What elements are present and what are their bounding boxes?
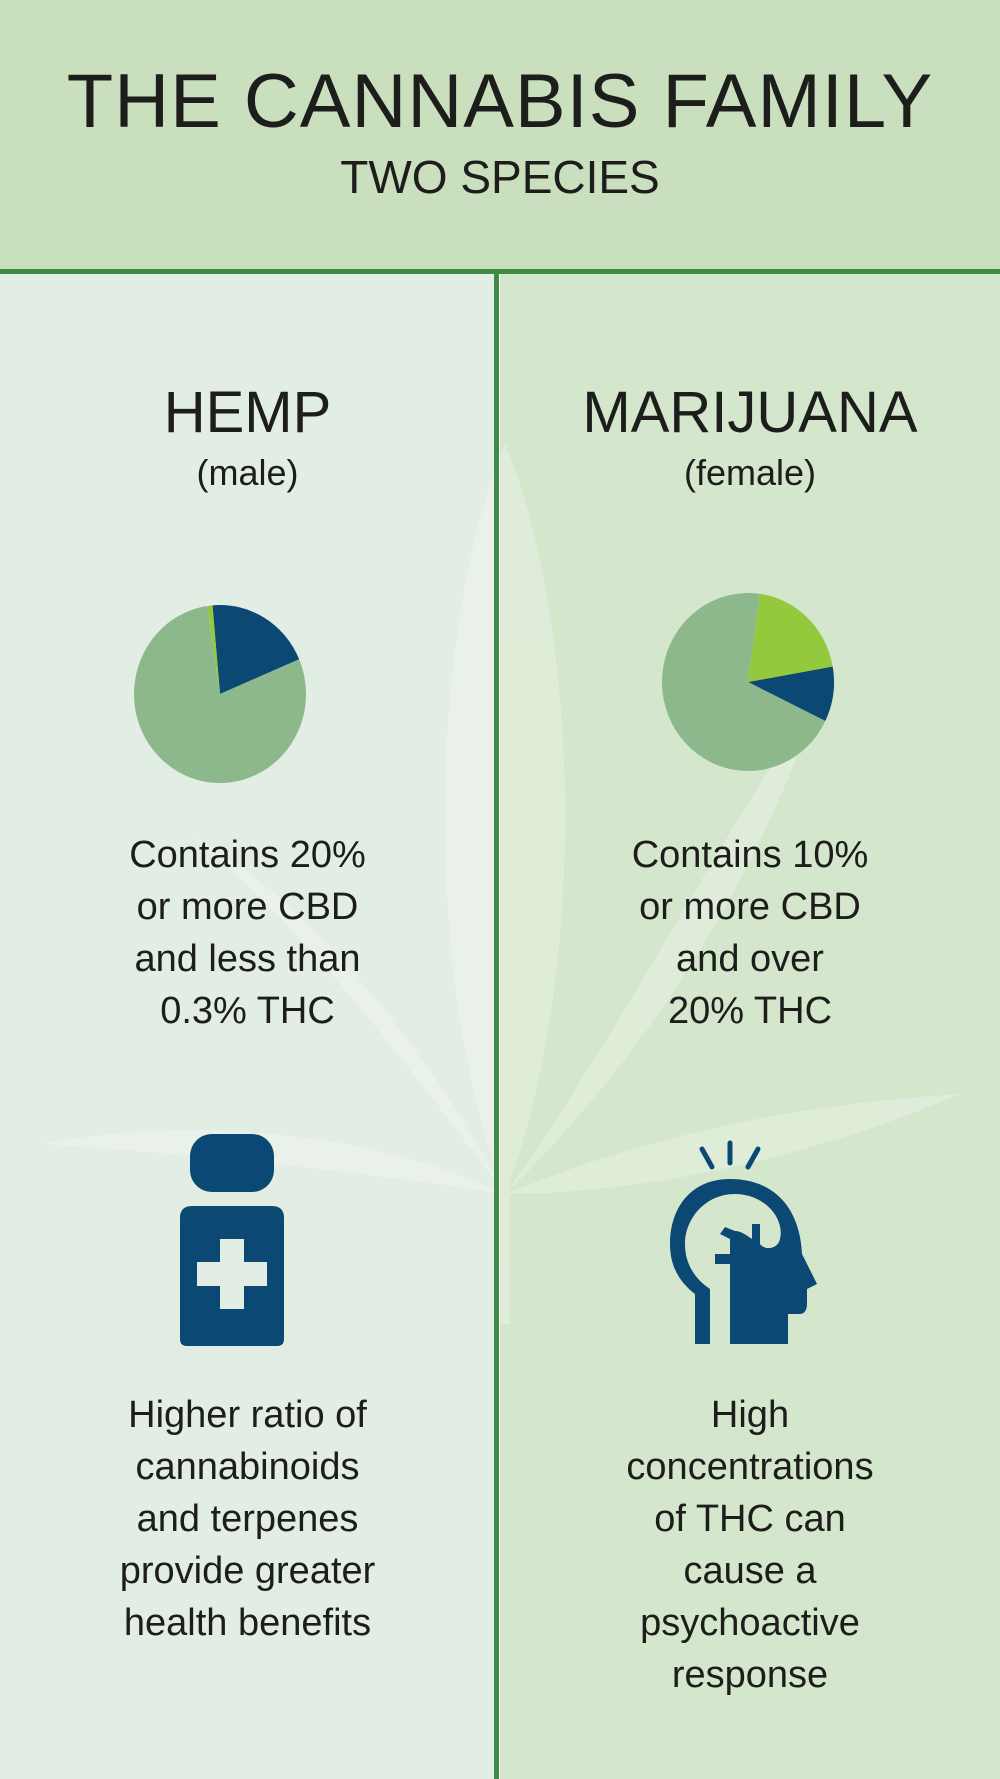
benefit-line: psychoactive — [640, 1602, 860, 1644]
desc-line: and over — [676, 938, 824, 980]
benefit-line: concentrations — [626, 1446, 874, 1488]
benefit-line: response — [671, 1654, 829, 1696]
medicine-bottle-icon — [180, 1134, 284, 1346]
marijuana-benefit: High concentrations of THC can cause a p… — [500, 1389, 1000, 1701]
benefit-line: High — [710, 1394, 790, 1436]
hemp-sex: (male) — [196, 452, 299, 493]
marijuana-sex: (female) — [683, 452, 817, 493]
desc-line: 20% THC — [667, 990, 833, 1032]
hemp-description: Contains 20% or more CBD and less than 0… — [0, 829, 495, 1037]
benefit-line: cannabinoids — [135, 1446, 360, 1488]
hemp-benefit: Higher ratio of cannabinoids and terpene… — [0, 1389, 495, 1649]
desc-line: or more CBD — [136, 886, 359, 928]
hemp-title: HEMP — [163, 380, 332, 445]
hemp-pie-chart — [134, 605, 306, 783]
hemp-content: HEMP (male) Contains 20% or more CBD and… — [0, 274, 495, 1779]
head-brain-icon — [670, 1140, 817, 1344]
pie-slice — [748, 666, 834, 722]
header-divider — [0, 269, 1000, 274]
benefit-line: and terpenes — [136, 1498, 359, 1540]
benefit-line: Higher ratio of — [128, 1394, 367, 1436]
marijuana-title: MARIJUANA — [582, 380, 918, 445]
benefit-line: of THC can — [654, 1498, 846, 1540]
page-subtitle: TWO SPECIES — [340, 151, 660, 203]
pie-slice — [662, 593, 826, 771]
hemp-column — [0, 274, 495, 1779]
pie-slice — [134, 606, 306, 783]
benefit-line: health benefits — [123, 1602, 372, 1644]
desc-line: and less than — [134, 938, 361, 980]
benefit-line: cause a — [683, 1550, 817, 1592]
pie-slice — [748, 593, 833, 682]
pie-slice — [212, 605, 300, 694]
desc-line: Contains 20% — [129, 834, 366, 876]
column-divider — [494, 274, 499, 1779]
desc-line: 0.3% THC — [160, 990, 335, 1032]
desc-line: or more CBD — [639, 886, 861, 928]
marijuana-pie-chart — [662, 593, 834, 771]
marijuana-description: Contains 10% or more CBD and over 20% TH… — [500, 829, 1000, 1037]
marijuana-column — [500, 274, 1000, 1779]
page-title: THE CANNABIS FAMILY — [66, 59, 934, 144]
desc-line: Contains 10% — [631, 834, 869, 876]
marijuana-content: MARIJUANA (female) Contains 10% or more … — [500, 274, 1000, 1779]
pie-slice — [207, 605, 220, 694]
header: THE CANNABIS FAMILY TWO SPECIES — [0, 0, 1000, 270]
benefit-line: provide greater — [119, 1550, 376, 1592]
